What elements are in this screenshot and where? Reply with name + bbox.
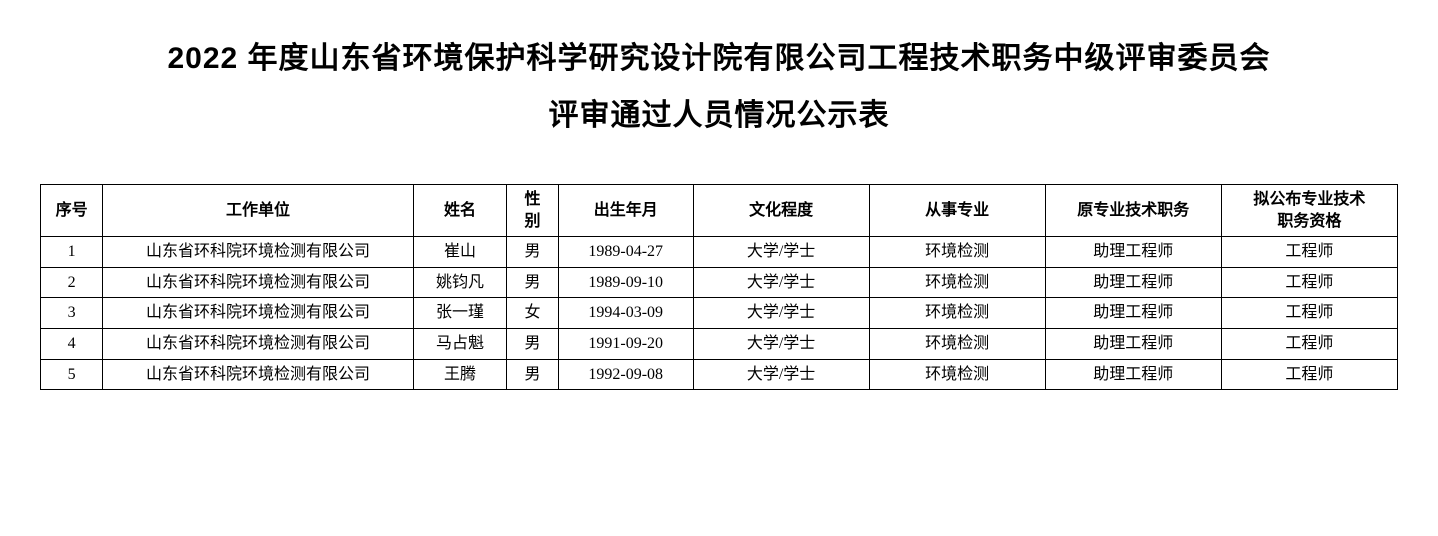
table-cell: 环境检测 bbox=[869, 298, 1045, 329]
table-cell: 男 bbox=[507, 359, 559, 390]
col-header: 原专业技术职务 bbox=[1045, 185, 1221, 237]
table-cell: 女 bbox=[507, 298, 559, 329]
table-cell: 工程师 bbox=[1221, 328, 1397, 359]
table-cell: 环境检测 bbox=[869, 359, 1045, 390]
table-cell: 工程师 bbox=[1221, 298, 1397, 329]
document-page: 2022 年度山东省环境保护科学研究设计院有限公司工程技术职务中级评审委员会 评… bbox=[0, 0, 1438, 536]
table-cell: 1 bbox=[41, 237, 103, 268]
table-row: 1山东省环科院环境检测有限公司崔山男1989-04-27大学/学士环境检测助理工… bbox=[41, 237, 1398, 268]
table-cell: 1994-03-09 bbox=[558, 298, 693, 329]
col-header: 工作单位 bbox=[103, 185, 414, 237]
table-cell: 1992-09-08 bbox=[558, 359, 693, 390]
table-cell: 山东省环科院环境检测有限公司 bbox=[103, 298, 414, 329]
col-header: 从事专业 bbox=[869, 185, 1045, 237]
table-cell: 大学/学士 bbox=[693, 267, 869, 298]
table-head: 序号工作单位姓名性别出生年月文化程度从事专业原专业技术职务拟公布专业技术职务资格 bbox=[41, 185, 1398, 237]
roster-table: 序号工作单位姓名性别出生年月文化程度从事专业原专业技术职务拟公布专业技术职务资格… bbox=[40, 184, 1398, 390]
table-cell: 工程师 bbox=[1221, 359, 1397, 390]
table-cell: 大学/学士 bbox=[693, 359, 869, 390]
table-cell: 张一瑾 bbox=[413, 298, 506, 329]
table-cell: 1989-04-27 bbox=[558, 237, 693, 268]
table-cell: 男 bbox=[507, 328, 559, 359]
table-cell: 大学/学士 bbox=[693, 328, 869, 359]
table-cell: 男 bbox=[507, 267, 559, 298]
table-cell: 1989-09-10 bbox=[558, 267, 693, 298]
col-header: 姓名 bbox=[413, 185, 506, 237]
table-cell: 环境检测 bbox=[869, 237, 1045, 268]
table-cell: 山东省环科院环境检测有限公司 bbox=[103, 267, 414, 298]
table-cell: 环境检测 bbox=[869, 267, 1045, 298]
table-body: 1山东省环科院环境检测有限公司崔山男1989-04-27大学/学士环境检测助理工… bbox=[41, 237, 1398, 390]
table-row: 4山东省环科院环境检测有限公司马占魁男1991-09-20大学/学士环境检测助理… bbox=[41, 328, 1398, 359]
table-cell: 大学/学士 bbox=[693, 237, 869, 268]
table-cell: 马占魁 bbox=[413, 328, 506, 359]
header-row: 序号工作单位姓名性别出生年月文化程度从事专业原专业技术职务拟公布专业技术职务资格 bbox=[41, 185, 1398, 237]
table-cell: 王腾 bbox=[413, 359, 506, 390]
table-cell: 大学/学士 bbox=[693, 298, 869, 329]
table-cell: 姚钧凡 bbox=[413, 267, 506, 298]
table-row: 3山东省环科院环境检测有限公司张一瑾女1994-03-09大学/学士环境检测助理… bbox=[41, 298, 1398, 329]
table-cell: 助理工程师 bbox=[1045, 328, 1221, 359]
table-cell: 山东省环科院环境检测有限公司 bbox=[103, 359, 414, 390]
title-line-2: 评审通过人员情况公示表 bbox=[40, 87, 1398, 144]
table-cell: 1991-09-20 bbox=[558, 328, 693, 359]
table-row: 2山东省环科院环境检测有限公司姚钧凡男1989-09-10大学/学士环境检测助理… bbox=[41, 267, 1398, 298]
table-cell: 3 bbox=[41, 298, 103, 329]
col-header: 序号 bbox=[41, 185, 103, 237]
table-cell: 工程师 bbox=[1221, 267, 1397, 298]
table-cell: 工程师 bbox=[1221, 237, 1397, 268]
table-cell: 助理工程师 bbox=[1045, 359, 1221, 390]
table-cell: 2 bbox=[41, 267, 103, 298]
table-row: 5山东省环科院环境检测有限公司王腾男1992-09-08大学/学士环境检测助理工… bbox=[41, 359, 1398, 390]
table-cell: 山东省环科院环境检测有限公司 bbox=[103, 328, 414, 359]
document-title: 2022 年度山东省环境保护科学研究设计院有限公司工程技术职务中级评审委员会 评… bbox=[40, 30, 1398, 144]
table-cell: 助理工程师 bbox=[1045, 237, 1221, 268]
table-cell: 男 bbox=[507, 237, 559, 268]
table-cell: 助理工程师 bbox=[1045, 298, 1221, 329]
col-header: 拟公布专业技术职务资格 bbox=[1221, 185, 1397, 237]
title-line-1: 2022 年度山东省环境保护科学研究设计院有限公司工程技术职务中级评审委员会 bbox=[40, 30, 1398, 87]
table-cell: 4 bbox=[41, 328, 103, 359]
table-cell: 5 bbox=[41, 359, 103, 390]
table-cell: 崔山 bbox=[413, 237, 506, 268]
table-cell: 山东省环科院环境检测有限公司 bbox=[103, 237, 414, 268]
col-header: 文化程度 bbox=[693, 185, 869, 237]
col-header: 性别 bbox=[507, 185, 559, 237]
col-header: 出生年月 bbox=[558, 185, 693, 237]
table-cell: 助理工程师 bbox=[1045, 267, 1221, 298]
table-cell: 环境检测 bbox=[869, 328, 1045, 359]
